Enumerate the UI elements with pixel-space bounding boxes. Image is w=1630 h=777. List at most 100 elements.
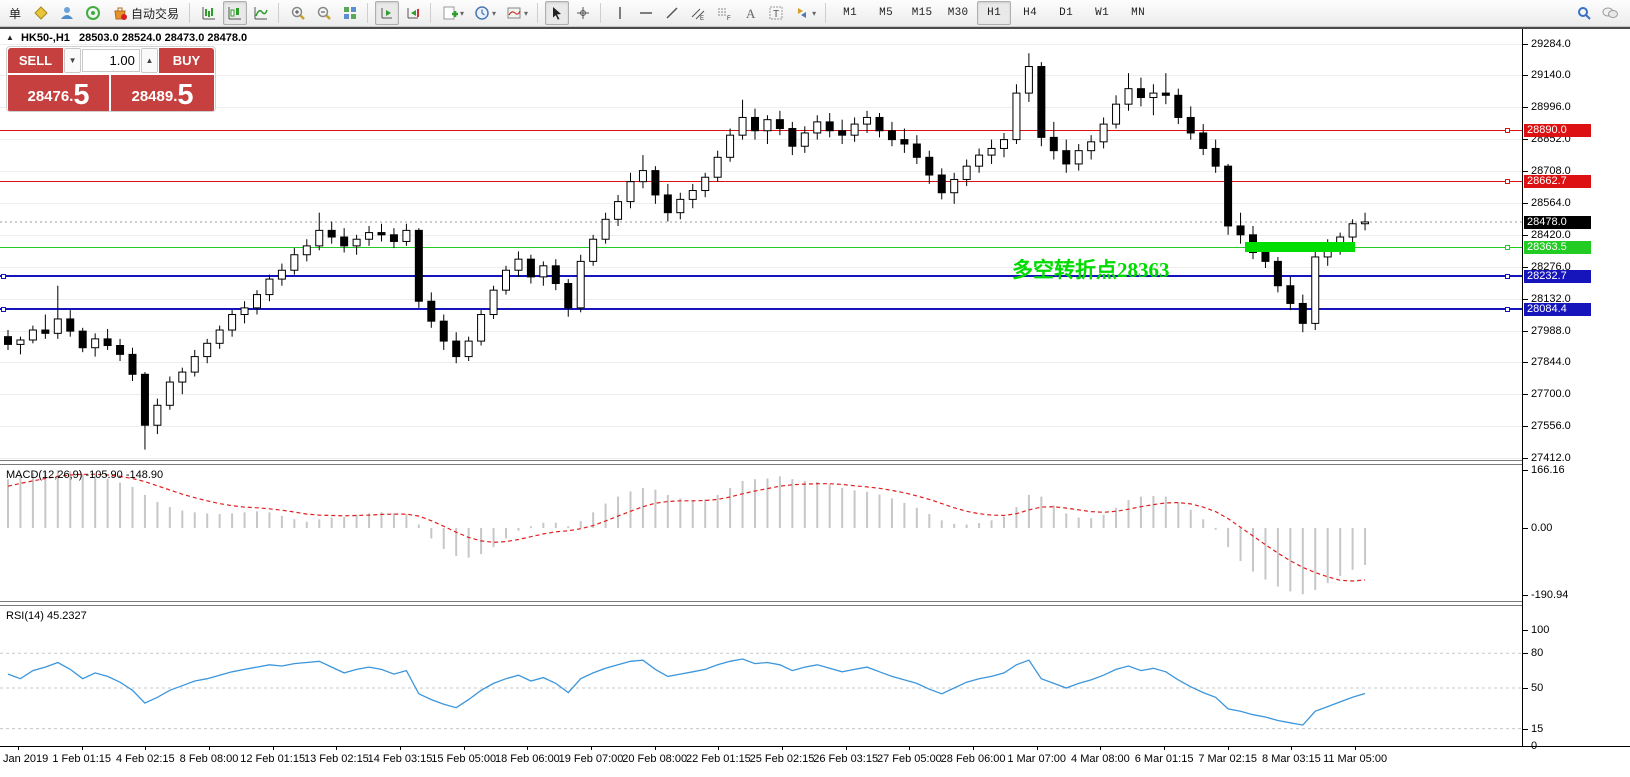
chat-icon[interactable]: [1598, 1, 1622, 25]
line-anchor[interactable]: [1505, 273, 1510, 279]
auto-scroll-icon[interactable]: [375, 1, 400, 25]
time-label: 11 Mar 05:00: [1323, 753, 1388, 765]
sell-button[interactable]: SELL: [8, 48, 63, 73]
timeframe-h4[interactable]: H4: [1023, 7, 1037, 19]
macd-axis-label: -190.94: [1531, 588, 1569, 601]
panel-splitter[interactable]: [0, 601, 1522, 602]
timeframe-h1[interactable]: H1: [977, 1, 1012, 25]
price-tick: [1523, 426, 1528, 428]
volume-increase-button[interactable]: ▲: [140, 48, 159, 73]
zoom-in-icon[interactable]: [286, 1, 310, 25]
buy-price[interactable]: 28489. 5: [111, 75, 214, 111]
collapse-icon[interactable]: ▲: [6, 33, 14, 42]
toolbar-separator: [598, 3, 606, 23]
time-label: 4 Mar 08:00: [1071, 753, 1130, 765]
time-tick: [973, 746, 975, 750]
signals-icon[interactable]: [81, 1, 105, 25]
turning-point-annotation[interactable]: 多空转折点28363: [1012, 258, 1170, 282]
time-tick: [336, 746, 338, 750]
trendline-tool[interactable]: [660, 1, 684, 25]
chart-shift-icon[interactable]: [401, 1, 425, 25]
symbol-period: HK50-,H1: [20, 32, 70, 44]
volume-input[interactable]: 1.00: [82, 49, 140, 72]
time-label: 4 Feb 02:15: [115, 753, 175, 765]
time-tick: [1164, 746, 1166, 750]
time-label: 6 Mar 01:15: [1134, 753, 1194, 765]
time-label: 12 Feb 01:15: [240, 753, 306, 765]
panel-splitter[interactable]: [0, 460, 1522, 461]
rsi-tick: [1523, 728, 1528, 730]
macd-axis-label: 166.16: [1531, 464, 1565, 477]
timeframe-w1[interactable]: W1: [1095, 7, 1109, 19]
price-tick-label: 27556.0: [1531, 420, 1571, 433]
cursor-tool[interactable]: [545, 1, 570, 25]
community-icon[interactable]: [55, 1, 79, 25]
fibonacci-tool[interactable]: F: [712, 1, 736, 25]
rsi-tick: [1523, 630, 1528, 631]
text-label-tool[interactable]: T: [764, 1, 788, 25]
price-tick-label: 28996.0: [1531, 101, 1571, 114]
support-zone-highlight[interactable]: [1245, 242, 1355, 252]
timeframe-mn[interactable]: MN: [1131, 7, 1145, 19]
time-tick: [81, 746, 83, 750]
channel-tool[interactable]: E: [686, 1, 710, 25]
grid-line: [0, 458, 1522, 459]
timeframe-m15[interactable]: M15: [911, 7, 933, 19]
grid-line: [0, 298, 1522, 300]
line-price-tag: 28232.7: [1524, 269, 1591, 283]
price-tick-label: 27844.0: [1531, 356, 1571, 369]
timeframe-m30[interactable]: M30: [947, 7, 969, 19]
time-label: 8 Mar 03:15: [1262, 753, 1321, 765]
buy-button[interactable]: BUY: [159, 48, 214, 73]
line-anchor[interactable]: [1505, 128, 1510, 134]
metaeditor-icon[interactable]: [29, 1, 53, 25]
bar-chart-icon[interactable]: [197, 1, 221, 25]
timeframe-m5[interactable]: M5: [879, 7, 893, 19]
macd-label: MACD(12,26,9) -105.90 -148.90: [6, 469, 164, 481]
sell-price[interactable]: 28476. 5: [8, 75, 109, 111]
volume-decrease-button[interactable]: ▼: [64, 48, 82, 73]
line-anchor[interactable]: [1505, 178, 1510, 184]
trade-level-line[interactable]: [0, 130, 1522, 132]
trade-level-line[interactable]: [0, 308, 1522, 311]
periods-button[interactable]: ▾: [470, 1, 500, 25]
text-tool[interactable]: A: [738, 1, 762, 25]
time-tick: [400, 746, 401, 750]
line-chart-icon[interactable]: [249, 1, 273, 25]
price-tick: [1523, 43, 1528, 45]
tile-windows-icon[interactable]: [338, 1, 362, 25]
window-divider: [0, 27, 1630, 29]
grid-line: [0, 43, 1522, 45]
svg-text:T: T: [773, 9, 779, 20]
timeframe-d1[interactable]: D1: [1059, 7, 1073, 19]
trade-level-line[interactable]: [0, 180, 1522, 182]
line-anchor[interactable]: [1, 306, 6, 312]
line-anchor[interactable]: [1505, 306, 1510, 312]
trade-level-line[interactable]: [0, 275, 1522, 278]
horizontal-line-tool[interactable]: [634, 1, 658, 25]
time-label: 22 Feb 01:15: [685, 753, 751, 765]
crosshair-tool[interactable]: [571, 1, 595, 25]
price-tick: [1523, 202, 1528, 204]
grid-line: [0, 266, 1522, 268]
candlestick-chart-icon[interactable]: [223, 1, 248, 25]
vertical-line-tool[interactable]: [608, 1, 632, 25]
new-order-button[interactable]: 单: [8, 6, 21, 21]
templates-button[interactable]: ▾: [502, 1, 532, 25]
panel-splitter[interactable]: [0, 464, 1522, 465]
timeframe-m1[interactable]: M1: [843, 7, 857, 19]
line-anchor[interactable]: [1505, 244, 1510, 250]
autotrading-button[interactable]: 自动交易: [107, 1, 184, 25]
arrows-tool[interactable]: ▾: [790, 1, 820, 25]
line-anchor[interactable]: [1, 273, 6, 279]
time-tick: [909, 746, 911, 750]
time-label: 28 Feb 06:00: [940, 753, 1006, 765]
search-icon[interactable]: [1572, 1, 1596, 25]
trade-level-line[interactable]: [0, 246, 1522, 248]
price-tick: [1523, 266, 1528, 268]
rsi-axis-label: 50: [1531, 682, 1544, 694]
panel-splitter[interactable]: [0, 605, 1522, 606]
zoom-out-icon[interactable]: [312, 1, 336, 25]
grid-line: [0, 330, 1522, 332]
add-indicator-button[interactable]: ▾: [438, 1, 468, 25]
